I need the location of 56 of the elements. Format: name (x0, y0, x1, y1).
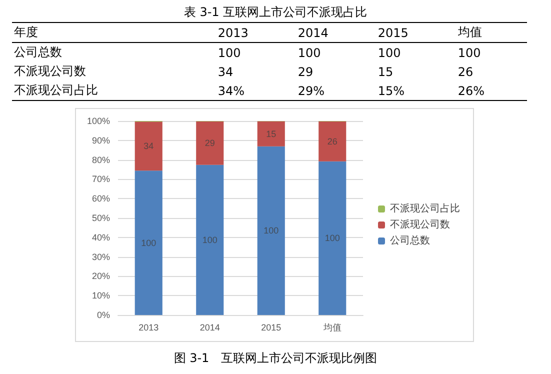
text: 2015 (376, 22, 456, 42)
x-tick-label: 2014 (200, 322, 220, 332)
y-tick-label: 20% (92, 271, 110, 282)
y-tick-label: 80% (92, 154, 110, 165)
annotation: 100 (264, 226, 279, 236)
annotation: 100 (202, 234, 218, 245)
text: 29 (296, 64, 314, 80)
y-tick-label: 10% (92, 290, 110, 301)
text: 2014 (296, 22, 376, 42)
text: 2013 (216, 22, 296, 42)
text: 100 (296, 44, 322, 62)
y-tick-label: 90% (92, 135, 110, 146)
bar (318, 121, 346, 162)
bar (196, 164, 224, 315)
y-tick-label: 100% (86, 116, 110, 126)
bar (257, 121, 285, 146)
bar (196, 121, 224, 165)
legend-label: 不派现公司数 (390, 218, 450, 230)
y-tick-label: 50% (92, 213, 110, 223)
text: 表 3-1 互联网上市公司不派现占比 (182, 4, 368, 21)
text: 34% (216, 81, 296, 100)
y-tick-label: 30% (92, 252, 110, 262)
text: 100 (376, 44, 402, 62)
annotation: 29 (204, 138, 215, 148)
bar (257, 146, 285, 315)
legend-label: 不派现公司占比 (390, 202, 460, 214)
text: 29% (296, 81, 376, 100)
bar (134, 122, 162, 171)
annotation: 26 (327, 136, 338, 146)
x-tick-label: 均值 (322, 322, 342, 332)
y-tick-label: 70% (92, 174, 110, 184)
x-tick-label: 2013 (138, 322, 159, 332)
text: 26 (456, 64, 474, 80)
text: 公司总数 (13, 44, 63, 61)
y-tick-label: 60% (92, 194, 110, 204)
text: 26% (456, 81, 527, 100)
annotation: 100 (324, 233, 340, 244)
text: 15% (376, 81, 456, 100)
text: 15 (376, 64, 394, 80)
y-tick-label: 0% (96, 310, 110, 320)
legend-label: 公司总数 (390, 234, 430, 246)
text: 图 3-1 互联网上市公司不派现比例图 (172, 350, 378, 367)
text: 年度 (12, 22, 216, 42)
text: 不派现公司数 (13, 63, 87, 80)
annotation: 34 (144, 141, 154, 152)
annotation: 100 (141, 238, 156, 248)
annotation: 15 (266, 128, 276, 139)
text: 不派现公司占比 (12, 81, 216, 100)
text: 100 (216, 44, 242, 62)
y-tick-label: 40% (92, 232, 110, 242)
bar (318, 161, 346, 315)
x-tick-label: 2015 (261, 322, 282, 332)
text: 均值 (456, 22, 527, 42)
bar (134, 170, 162, 315)
text: 100 (456, 44, 482, 62)
text: 34 (216, 64, 234, 80)
